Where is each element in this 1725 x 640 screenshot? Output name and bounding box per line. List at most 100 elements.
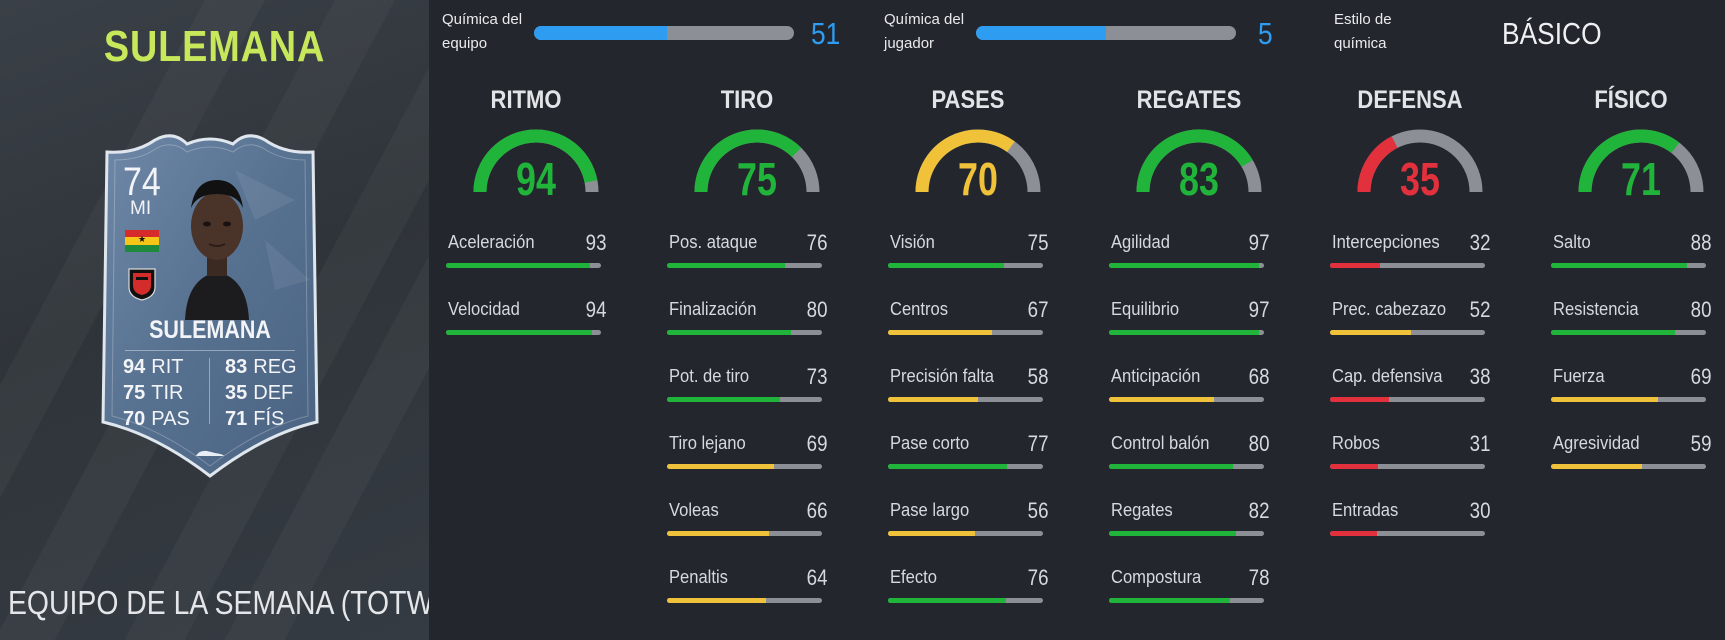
attribute-bar [1109, 531, 1264, 536]
attribute-name: Pase corto [890, 433, 970, 453]
attribute-bar-fill [888, 464, 1008, 469]
attribute-name: Compostura [1111, 567, 1202, 587]
attribute-bar [1109, 598, 1264, 603]
attribute-bar [667, 598, 822, 603]
category-title: FÍSICO [1594, 86, 1668, 114]
attribute-name: Centros [890, 299, 948, 319]
attribute-value: 52 [1469, 297, 1490, 322]
attribute-row: Pase corto 77 [888, 431, 1048, 473]
attribute-value: 80 [806, 297, 827, 322]
attribute-name: Cap. defensiva [1332, 366, 1443, 386]
player-chemistry-label: Química del jugador [884, 11, 965, 52]
attribute-name: Voleas [669, 500, 719, 520]
attribute-bar-fill [1330, 531, 1377, 536]
attribute-bar-fill [888, 598, 1006, 603]
attribute-bar [1109, 397, 1264, 402]
attribute-column-2: PASES 70 Visión 75 Centros 67 Precisión falta 5… [888, 0, 1048, 640]
attribute-bar [667, 464, 822, 469]
category-title: TIRO [720, 86, 774, 114]
attribute-bar-fill [1551, 263, 1688, 268]
attribute-bar-fill [888, 397, 978, 402]
attribute-name: Finalización [669, 299, 757, 319]
chemistry-style-value[interactable]: BÁSICO [1502, 16, 1602, 51]
card-divider [209, 358, 210, 424]
attribute-value: 82 [1248, 498, 1269, 523]
attribute-name: Equilibrio [1111, 299, 1180, 319]
attribute-row: Voleas 66 [667, 498, 827, 540]
player-chemistry-fill [976, 26, 1106, 40]
attribute-bar [667, 531, 822, 536]
player-card[interactable]: 74 MI ★ SULEMANA 94 RIT 75 TIR 70 PAS 83 REG [95, 130, 325, 480]
team-chemistry-label: Química del equipo [442, 11, 523, 52]
attribute-bar-fill [446, 330, 592, 335]
attribute-row: Compostura 78 [1109, 565, 1269, 607]
team-chemistry-bar [534, 26, 794, 40]
attribute-value: 32 [1469, 230, 1490, 255]
attribute-column-4: DEFENSA 35 Intercepciones 32 Prec. cabezazo 5… [1330, 0, 1490, 640]
attribute-bar [888, 598, 1043, 603]
attribute-bar [1109, 263, 1264, 268]
attribute-bar-fill [667, 397, 781, 402]
category-value: 83 [1179, 153, 1219, 205]
player-chemistry-value: 5 [1258, 16, 1273, 51]
player-chemistry-bar [976, 26, 1236, 40]
category-gauge [1136, 129, 1262, 193]
gauge-fill [1357, 136, 1398, 193]
attribute-bar-fill [1330, 263, 1380, 268]
attribute-value: 31 [1469, 431, 1490, 456]
attribute-bar-fill [1551, 464, 1643, 469]
attribute-bar-fill [667, 598, 767, 603]
attribute-bar [446, 330, 601, 335]
player-name-heading: SULEMANA [103, 22, 326, 71]
attribute-value: 59 [1690, 431, 1711, 456]
attribute-column-3: REGATES 83 Agilidad 97 Equilibrio 97 Anticipac… [1109, 0, 1269, 640]
category-gauge [915, 129, 1041, 193]
card-stat: 70 PAS [123, 408, 190, 430]
category-value: 35 [1400, 153, 1440, 205]
category-value: 75 [737, 153, 777, 205]
attribute-value: 69 [1690, 364, 1711, 389]
attribute-name: Velocidad [448, 299, 520, 319]
attribute-row: Centros 67 [888, 297, 1048, 339]
attribute-row: Prec. cabezazo 52 [1330, 297, 1490, 339]
attribute-value: 64 [806, 565, 827, 590]
attribute-bar [888, 531, 1043, 536]
attribute-row: Tiro lejano 69 [667, 431, 827, 473]
attribute-name: Salto [1553, 232, 1591, 252]
attribute-row: Pase largo 56 [888, 498, 1048, 540]
attribute-row: Fuerza 69 [1551, 364, 1711, 406]
category-gauge [1357, 129, 1483, 193]
attribute-bar-fill [888, 330, 992, 335]
category-gauge [694, 129, 820, 193]
attribute-name: Prec. cabezazo [1332, 299, 1447, 319]
attribute-column-0: RITMO 94 Aceleración 93 Velocidad 94 [446, 0, 606, 640]
card-divider [125, 350, 295, 351]
attribute-row: Control balón 80 [1109, 431, 1269, 473]
attribute-value: 88 [1690, 230, 1711, 255]
attribute-bar [888, 397, 1043, 402]
ghana-flag-icon: ★ [125, 230, 159, 252]
attribute-row: Salto 88 [1551, 230, 1711, 272]
attribute-bar-fill [667, 464, 774, 469]
attribute-row: Velocidad 94 [446, 297, 606, 339]
attribute-value: 73 [806, 364, 827, 389]
attribute-name: Precisión falta [890, 366, 995, 386]
category-gauge [473, 129, 599, 193]
attribute-value: 76 [806, 230, 827, 255]
attribute-bar [888, 263, 1043, 268]
attribute-row: Equilibrio 97 [1109, 297, 1269, 339]
gauge-fill [1136, 129, 1253, 193]
attribute-value: 76 [1027, 565, 1048, 590]
category-title: PASES [931, 86, 1005, 114]
attribute-bar [1109, 330, 1264, 335]
attribute-name: Penaltis [669, 567, 728, 587]
attribute-name: Fuerza [1553, 366, 1605, 386]
attribute-row: Visión 75 [888, 230, 1048, 272]
attribute-bar-fill [1109, 531, 1237, 536]
category-title: REGATES [1136, 86, 1242, 114]
attribute-value: 80 [1690, 297, 1711, 322]
card-stat: 71 FÍS [225, 408, 285, 430]
attribute-bar [1330, 531, 1485, 536]
category-value: 71 [1621, 153, 1661, 205]
attribute-bar [667, 263, 822, 268]
